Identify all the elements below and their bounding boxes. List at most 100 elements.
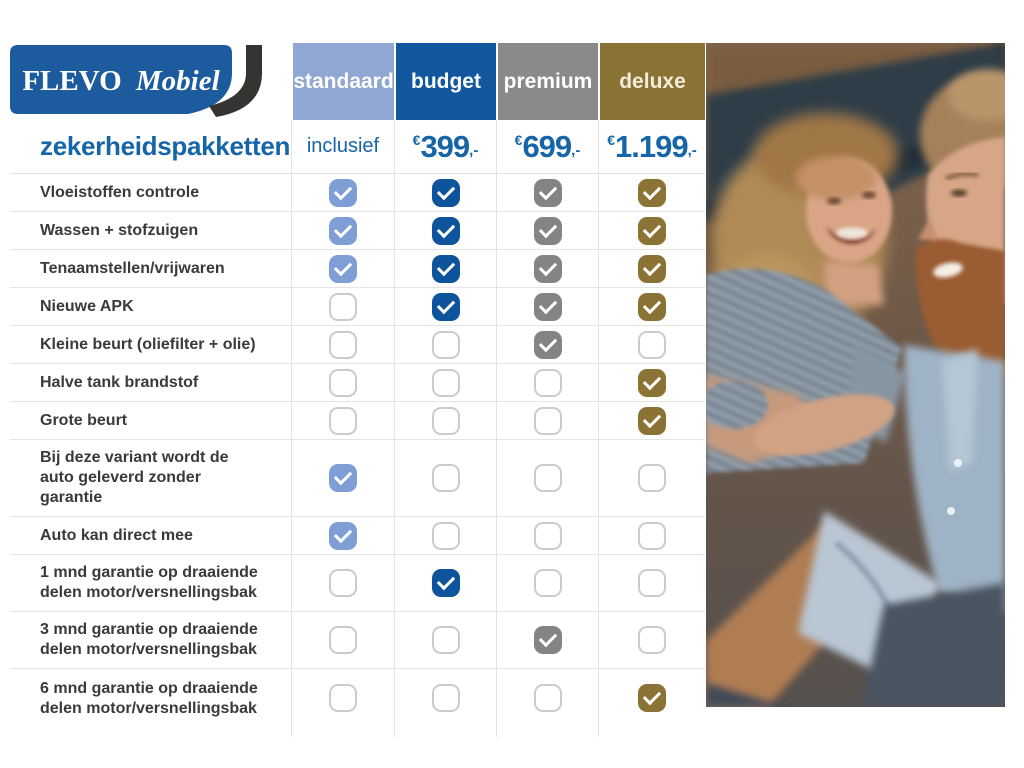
flevo-mobiel-logo: FLEVO Mobiel [10,45,262,117]
checkbox-premium-unchecked[interactable] [533,684,562,712]
check-icon [436,219,455,238]
checkbox-standaard-checked[interactable] [329,178,357,207]
check-cell-premium [496,517,598,554]
feature-row: Halve tank brandstof [10,364,705,402]
checkbox-budget-unchecked[interactable] [431,626,460,654]
check-icon [538,333,557,352]
check-cell-standaard [291,555,394,611]
check-cell-premium [496,212,598,249]
check-icon [436,181,455,200]
checkbox-budget-unchecked[interactable] [431,406,460,435]
euro-sign: € [412,131,421,148]
check-cell-deluxe [598,555,705,611]
price-suffix: ,- [687,142,697,159]
checkbox-premium-checked[interactable] [533,254,562,283]
check-cell-premium [496,555,598,611]
feature-row: Bij deze variant wordt de auto geleverd … [10,440,705,517]
check-cell-deluxe [598,517,705,554]
checkbox-premium-checked[interactable] [533,216,562,245]
feature-row: Grote beurt [10,402,705,440]
checkbox-premium-checked[interactable] [533,626,562,654]
feature-label: Halve tank brandstof [40,373,199,391]
checkbox-premium-unchecked[interactable] [533,406,562,435]
check-cell-deluxe [598,402,705,439]
check-icon [538,257,557,276]
checkbox-standaard-checked[interactable] [329,254,357,283]
check-cell-premium [496,440,598,516]
checkbox-standaard-checked[interactable] [329,521,357,550]
checkbox-premium-checked[interactable] [533,178,562,207]
check-cell-budget [394,364,496,401]
column-header-premium: premium [496,43,598,120]
check-cell-deluxe [598,212,705,249]
check-cell-budget [394,402,496,439]
checkbox-budget-checked[interactable] [431,216,460,245]
check-cell-deluxe [598,612,705,668]
checkbox-standaard-unchecked[interactable] [329,368,357,397]
checkbox-deluxe-checked[interactable] [638,292,666,321]
check-cell-deluxe [598,440,705,516]
checkbox-premium-unchecked[interactable] [533,368,562,397]
feature-label: 1 mnd garantie op draaiende delen motor/… [40,564,258,601]
checkbox-deluxe-checked[interactable] [638,684,666,712]
checkbox-deluxe-checked[interactable] [638,254,666,283]
checkbox-standaard-unchecked[interactable] [329,406,357,435]
checkbox-budget-unchecked[interactable] [431,330,460,359]
check-cell-deluxe [598,669,705,737]
brand-primary: FLEVO [22,65,121,97]
checkbox-budget-checked[interactable] [431,178,460,207]
checkbox-deluxe-unchecked[interactable] [638,464,666,492]
checkbox-premium-checked[interactable] [533,292,562,321]
feature-row: Vloeistoffen controle [10,174,705,212]
check-cell-standaard [291,517,394,554]
checkbox-standaard-unchecked[interactable] [329,569,357,597]
checkbox-standaard-unchecked[interactable] [329,330,357,359]
check-cell-standaard [291,326,394,363]
brand-secondary: Mobiel [135,65,221,97]
price-budget: €399 ,- [394,120,496,173]
couple-photo [706,43,1005,707]
checkbox-deluxe-unchecked[interactable] [638,521,666,550]
checkbox-premium-unchecked[interactable] [533,569,562,597]
checkbox-deluxe-checked[interactable] [638,368,666,397]
column-header-standaard: standaard [291,43,394,120]
check-icon [642,257,662,276]
logo-box [10,45,232,114]
check-cell-premium [496,174,598,211]
price-suffix: ,- [469,142,479,159]
checkbox-deluxe-checked[interactable] [638,178,666,207]
feature-row: Auto kan direct mee [10,517,705,555]
check-cell-budget [394,440,496,516]
checkbox-budget-unchecked[interactable] [431,368,460,397]
check-cell-budget [394,250,496,287]
check-icon [538,295,557,314]
checkbox-budget-unchecked[interactable] [431,464,460,492]
checkbox-deluxe-unchecked[interactable] [638,569,666,597]
check-cell-premium [496,669,598,737]
euro-sign: € [514,131,523,148]
checkbox-budget-unchecked[interactable] [431,684,460,712]
checkbox-budget-unchecked[interactable] [431,521,460,550]
checkbox-standaard-unchecked[interactable] [329,626,357,654]
checkbox-budget-checked[interactable] [431,569,460,597]
check-icon [333,181,353,200]
checkbox-deluxe-checked[interactable] [638,216,666,245]
checkbox-standaard-unchecked[interactable] [329,684,357,712]
checkbox-standaard-checked[interactable] [329,464,357,492]
checkbox-deluxe-unchecked[interactable] [638,626,666,654]
checkbox-standaard-checked[interactable] [329,216,357,245]
feature-label: Vloeistoffen controle [40,183,200,201]
check-icon [642,371,662,390]
check-cell-premium [496,326,598,363]
svg-text:FLEVO Mobiel: FLEVO Mobiel [22,65,220,97]
column-header-budget: budget [394,43,496,120]
checkbox-premium-unchecked[interactable] [533,521,562,550]
checkbox-premium-checked[interactable] [533,330,562,359]
checkbox-standaard-unchecked[interactable] [329,292,357,321]
checkbox-budget-checked[interactable] [431,254,460,283]
checkbox-deluxe-unchecked[interactable] [638,330,666,359]
checkbox-premium-unchecked[interactable] [533,464,562,492]
checkbox-budget-checked[interactable] [431,292,460,321]
checkbox-deluxe-checked[interactable] [638,406,666,435]
check-icon [333,466,353,486]
